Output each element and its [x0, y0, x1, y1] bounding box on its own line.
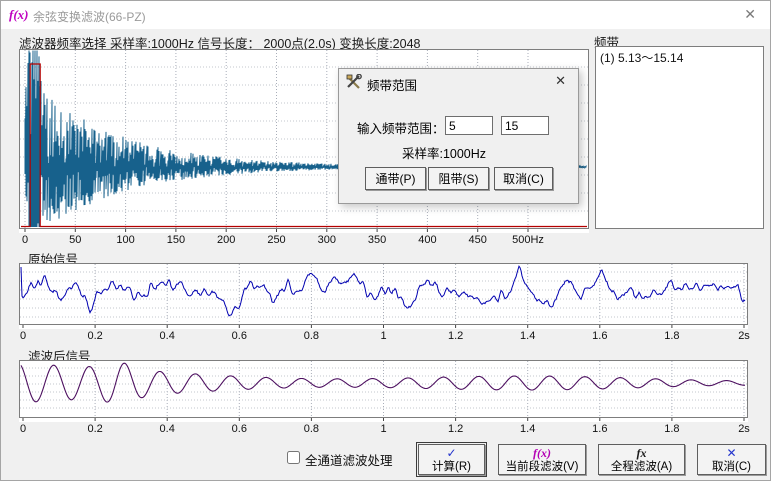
- axis-tick-label: 1.2: [447, 423, 464, 435]
- band-low-input[interactable]: [445, 116, 493, 135]
- filter-whole-button[interactable]: fx 全程滤波(A): [598, 444, 685, 475]
- axis-tick-label: 500Hz: [512, 234, 544, 246]
- axis-tick-label: 250: [267, 234, 286, 246]
- band-listbox[interactable]: (1) 5.13～15.14: [595, 46, 764, 229]
- axis-tick-label: 200: [217, 234, 236, 246]
- app-fx-icon: f(x): [9, 7, 29, 22]
- band-range-input-label: 输入频带范围：: [357, 122, 445, 136]
- axis-tick-label: 0.4: [159, 423, 175, 435]
- all-channel-filter-checkbox[interactable]: [287, 451, 300, 464]
- original-signal-plot: [19, 263, 748, 328]
- axis-tick-label: 1.6: [592, 423, 608, 435]
- axis-tick-label: 2s: [738, 330, 750, 342]
- axis-tick-label: 300: [317, 234, 336, 246]
- dialog-title: 频带范围: [367, 79, 418, 93]
- filter-info-label: 滤波器频率选择 采样率:1000Hz 信号长度： 2000点(2.0s) 变换长…: [19, 37, 421, 51]
- window-title: 余弦变换滤波(66-PZ): [33, 10, 146, 24]
- axis-tick-label: 0.8: [303, 423, 320, 435]
- axis-tick-label: 0.4: [159, 330, 175, 342]
- original-signal-chart: [19, 263, 748, 329]
- dialog-close-icon[interactable]: ✕: [555, 73, 566, 88]
- dialog-title-bar: 频带范围 ✕: [339, 69, 578, 95]
- axis-tick-label: 1.8: [664, 423, 680, 435]
- axis-tick-label: 150: [166, 234, 186, 246]
- axis-tick-label: 2s: [738, 423, 750, 435]
- axis-tick-label: 1.2: [447, 330, 464, 342]
- cancel-button[interactable]: ✕ 取消(C): [697, 444, 766, 475]
- axis-tick-label: 400: [418, 234, 437, 246]
- filtered-signal-axis: 0 0.2 0.4 0.6 0.8 1 1.2 1.4 1.6 1.8 2s: [19, 423, 750, 436]
- spectrum-axis: 0 50 100 150 200 250 300 350 400 450 500Hz: [19, 234, 589, 247]
- band-high-input[interactable]: [501, 116, 549, 135]
- axis-tick-label: 0: [19, 330, 27, 342]
- axis-tick-label: 1.8: [664, 330, 680, 342]
- filtered-signal-chart: [19, 360, 748, 422]
- filtered-signal-plot: [19, 360, 748, 421]
- axis-tick-label: 1: [380, 423, 387, 435]
- dialog-samplerate-label: 采样率:1000Hz: [401, 147, 487, 161]
- filter-current-segment-button[interactable]: f(x) 当前段滤波(V): [498, 444, 586, 475]
- all-channel-filter-label: 全通道滤波处理: [305, 454, 393, 468]
- axis-tick-label: 50: [69, 234, 82, 246]
- passband-button[interactable]: 通带(P): [365, 167, 426, 190]
- band-range-dialog: 频带范围 ✕ 输入频带范围： 采样率:1000Hz 通带(P) 阻带(S) 取消…: [338, 68, 579, 204]
- axis-tick-label: 450: [468, 234, 487, 246]
- axis-tick-label: 0.6: [231, 423, 247, 435]
- x-icon: ✕: [726, 445, 737, 460]
- axis-tick-label: 0: [21, 234, 29, 246]
- axis-tick-label: 100: [116, 234, 135, 246]
- band-list-item[interactable]: (1) 5.13～15.14: [600, 51, 684, 65]
- fx-icon: fx: [636, 445, 647, 460]
- axis-tick-label: 0.6: [231, 330, 247, 342]
- axis-tick-label: 0: [19, 423, 27, 435]
- axis-tick-label: 1.6: [592, 330, 608, 342]
- tools-icon: [346, 74, 362, 89]
- original-signal-axis: 0 0.2 0.4 0.6 0.8 1 1.2 1.4 1.6 1.8 2s: [19, 330, 750, 343]
- dialog-cancel-button[interactable]: 取消(C): [494, 167, 553, 190]
- check-icon: ✓: [446, 445, 457, 460]
- axis-tick-label: 1.4: [520, 330, 536, 342]
- axis-tick-label: 1: [380, 330, 387, 342]
- fx-magenta-icon: f(x): [533, 445, 551, 460]
- axis-tick-label: 0.8: [303, 330, 320, 342]
- compute-button[interactable]: ✓ 计算(R): [416, 442, 487, 477]
- window-close-icon[interactable]: ✕: [744, 6, 756, 22]
- axis-tick-label: 1.4: [520, 423, 536, 435]
- axis-tick-label: 350: [367, 234, 387, 246]
- axis-tick-label: 0.2: [87, 423, 103, 435]
- stopband-button[interactable]: 阻带(S): [428, 167, 489, 190]
- title-bar: f(x) 余弦变换滤波(66-PZ) ✕: [1, 1, 770, 29]
- axis-tick-label: 0.2: [87, 330, 103, 342]
